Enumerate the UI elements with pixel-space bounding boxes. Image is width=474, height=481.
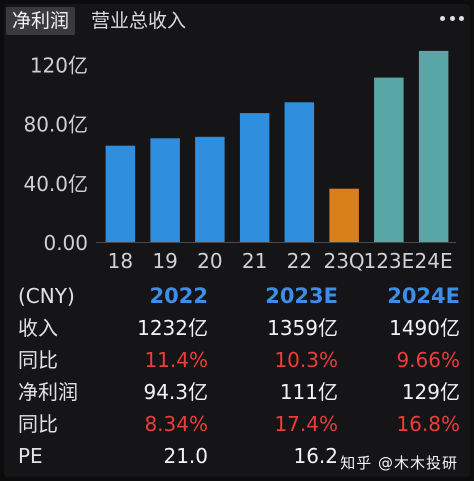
currency-label: (CNY) bbox=[18, 284, 75, 308]
row-label: 同比 bbox=[18, 412, 58, 436]
row-label: 净利润 bbox=[18, 380, 78, 404]
x-tick-label: 19 bbox=[152, 249, 177, 273]
y-tick-label: 120亿 bbox=[30, 53, 88, 77]
net-profit-2024e: 129亿 bbox=[401, 380, 460, 404]
y-tick-label: 40.0亿 bbox=[23, 172, 88, 196]
bar-20 bbox=[195, 136, 225, 242]
more-dots-icon[interactable] bbox=[440, 8, 464, 28]
x-tick-label: 23Q bbox=[323, 249, 364, 273]
watermark: 知乎 @木木投研 bbox=[340, 454, 458, 472]
x-tick-label: 21 bbox=[242, 249, 267, 273]
table-row-revenue-yoy: 同比 11.4% 10.3% 9.66% bbox=[10, 344, 464, 376]
pe-2022: 21.0 bbox=[163, 444, 208, 468]
net-profit-yoy-2024e: 16.8% bbox=[396, 412, 460, 436]
revenue-yoy-2024e: 9.66% bbox=[396, 348, 460, 372]
row-label: 同比 bbox=[18, 348, 58, 372]
row-label: 收入 bbox=[18, 316, 58, 340]
table-header-row: (CNY) 2022 2023E 2024E bbox=[10, 280, 464, 312]
revenue-2022: 1232亿 bbox=[137, 316, 208, 340]
revenue-2023e: 1359亿 bbox=[267, 316, 338, 340]
financial-table: (CNY) 2022 2023E 2024E 收入 1232亿 1359亿 14… bbox=[10, 280, 464, 472]
revenue-yoy-2023e: 10.3% bbox=[274, 348, 338, 372]
x-tick-label: 22 bbox=[287, 249, 312, 273]
col-2023e: 2023E bbox=[265, 284, 338, 308]
y-tick-label: 80.0亿 bbox=[23, 113, 88, 137]
tab-net-profit[interactable]: 净利润 bbox=[6, 7, 76, 35]
pe-2023e: 16.2 bbox=[293, 444, 338, 468]
bar-24E bbox=[418, 50, 449, 243]
net-profit-2023e: 111亿 bbox=[279, 380, 338, 404]
table-row-pe: PE 21.0 16.2 bbox=[10, 440, 464, 472]
net-profit-2022: 94.3亿 bbox=[143, 380, 208, 404]
x-tick-label: 123E bbox=[363, 249, 414, 273]
col-2024e: 2024E bbox=[387, 284, 460, 308]
bar-23Q bbox=[329, 188, 359, 242]
row-label: PE bbox=[18, 444, 43, 468]
bar-123E bbox=[374, 77, 404, 242]
tab-total-revenue[interactable]: 营业总收入 bbox=[91, 10, 187, 32]
net-profit-yoy-2022: 8.34% bbox=[144, 412, 208, 436]
dot bbox=[440, 15, 445, 21]
tab-bar: 净利润 营业总收入 bbox=[6, 6, 468, 36]
table-row-net-profit-yoy: 同比 8.34% 17.4% 16.8% bbox=[10, 408, 464, 440]
table-row-revenue: 收入 1232亿 1359亿 1490亿 bbox=[10, 312, 464, 344]
table-row-net-profit: 净利润 94.3亿 111亿 129亿 bbox=[10, 376, 464, 408]
bar-22 bbox=[284, 102, 315, 242]
x-tick-label: 18 bbox=[108, 249, 133, 273]
x-tick-label: 24E bbox=[415, 249, 453, 273]
x-tick-label: 20 bbox=[197, 249, 222, 273]
col-2022: 2022 bbox=[149, 284, 208, 308]
bar-19 bbox=[150, 138, 180, 242]
net-profit-yoy-2023e: 17.4% bbox=[274, 412, 338, 436]
dot bbox=[449, 15, 455, 21]
y-tick-label: 0.00 bbox=[43, 231, 88, 255]
revenue-2024e: 1490亿 bbox=[389, 316, 460, 340]
revenue-yoy-2022: 11.4% bbox=[144, 348, 208, 372]
dot bbox=[459, 15, 464, 21]
bar-21 bbox=[239, 113, 270, 242]
bar-18 bbox=[105, 145, 136, 242]
